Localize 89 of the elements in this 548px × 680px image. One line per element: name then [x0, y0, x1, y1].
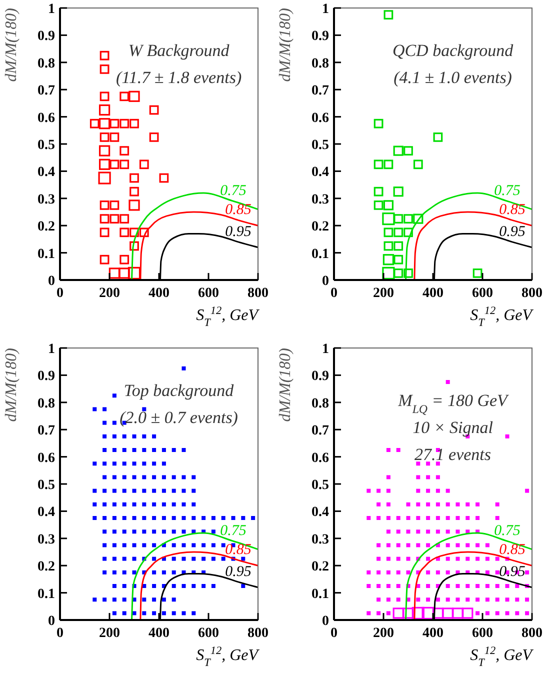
x-tick-label: 800 [522, 626, 542, 641]
annotation: M$_{LQ}$ = 180 GeV [397, 391, 510, 416]
x-tick-label: 400 [422, 626, 444, 641]
series-label: 0.95 [225, 564, 252, 580]
x-tick-label: 200 [373, 286, 394, 301]
y-tick-label: 0.1 [38, 586, 55, 602]
annotation: (2.0 ± 0.7 events) [120, 408, 238, 427]
annotation: 27.1 events [414, 445, 492, 464]
series-label: 0.85 [499, 542, 526, 558]
y-tick-label: 0.1 [38, 246, 55, 262]
y-axis-title: dM/M(180) [277, 8, 294, 82]
y-tick-label: 0.8 [38, 56, 55, 72]
y-tick-label: 0.3 [312, 192, 329, 208]
y-tick-label: 0.7 [312, 84, 329, 99]
y-tick-label: 0.1 [312, 586, 329, 602]
x-tick-label: 400 [148, 626, 170, 641]
y-tick-label: 1 [48, 2, 55, 17]
y-tick-label: 0.9 [312, 29, 329, 44]
y-tick-label: 0 [322, 274, 329, 289]
y-tick-label: 0.1 [312, 246, 329, 262]
x-axis-title: S$_{T}$$^{12}$, GeV [196, 645, 260, 669]
y-tick-label: 0 [322, 614, 329, 629]
y-tick-label: 0.9 [312, 369, 329, 384]
y-tick-label: 0.2 [38, 560, 55, 575]
series-label: 0.85 [225, 202, 252, 218]
x-tick-label: 200 [99, 626, 120, 641]
x-tick-label: 600 [472, 286, 493, 301]
series-label: 0.75 [220, 523, 247, 540]
y-tick-label: 0.4 [38, 505, 55, 520]
y-tick-label: 0.7 [38, 424, 55, 439]
y-tick-label: 0.7 [38, 84, 55, 99]
y-axis-title: dM/M(180) [277, 348, 294, 422]
x-tick-label: 800 [248, 626, 268, 641]
y-axis-title: dM/M(180) [3, 348, 20, 422]
y-tick-label: 0.8 [312, 56, 329, 72]
y-tick-label: 0.3 [312, 532, 329, 548]
y-tick-label: 0.6 [38, 450, 55, 466]
y-tick-label: 0.7 [312, 424, 329, 439]
y-tick-label: 0 [48, 614, 55, 629]
y-tick-label: 0.4 [312, 505, 329, 520]
series-label: 0.95 [499, 224, 526, 240]
annotation: QCD background [392, 41, 514, 60]
series-label: 0.95 [225, 224, 252, 240]
x-tick-label: 600 [472, 626, 493, 641]
annotation: (4.1 ± 1.0 events) [394, 68, 512, 87]
y-tick-label: 0.9 [38, 369, 55, 384]
y-tick-label: 0 [48, 274, 55, 289]
y-tick-label: 0.5 [38, 138, 55, 153]
y-tick-label: 0.8 [38, 396, 55, 412]
series-label: 0.95 [499, 564, 526, 580]
x-axis-title: S$_{T}$$^{12}$, GeV [470, 305, 534, 329]
y-tick-label: 0.2 [312, 220, 329, 235]
x-tick-label: 800 [248, 286, 268, 301]
x-tick-label: 400 [148, 286, 170, 301]
y-tick-label: 0.9 [38, 29, 55, 44]
x-tick-label: 200 [99, 286, 120, 301]
annotation: (11.7 ± 1.8 events) [116, 68, 242, 87]
y-tick-label: 0.5 [312, 478, 329, 493]
series-label: 0.85 [225, 542, 252, 558]
y-tick-label: 0.8 [312, 396, 329, 412]
x-axis-title: S$_{T}$$^{12}$, GeV [470, 645, 534, 669]
x-tick-label: 600 [198, 286, 219, 301]
x-tick-label: 800 [522, 286, 542, 301]
y-tick-label: 0.6 [312, 450, 329, 466]
x-axis-title: S$_{T}$$^{12}$, GeV [196, 305, 260, 329]
series-label: 0.75 [494, 523, 521, 540]
y-tick-label: 0.3 [38, 532, 55, 548]
series-label: 0.85 [499, 202, 526, 218]
y-tick-label: 1 [322, 342, 329, 357]
annotation: 10 × Signal [412, 418, 494, 437]
annotation: Top background [124, 381, 234, 400]
y-tick-label: 0.4 [38, 165, 55, 180]
x-tick-label: 400 [422, 286, 444, 301]
y-tick-label: 0.5 [38, 478, 55, 493]
y-tick-label: 0.6 [312, 110, 329, 126]
y-tick-label: 0.3 [38, 192, 55, 208]
x-tick-label: 600 [198, 626, 219, 641]
y-axis-title: dM/M(180) [3, 8, 20, 82]
x-tick-label: 200 [373, 626, 394, 641]
y-tick-label: 0.5 [312, 138, 329, 153]
y-tick-label: 0.6 [38, 110, 55, 126]
series-label: 0.75 [220, 183, 247, 200]
y-tick-label: 1 [48, 342, 55, 357]
y-tick-label: 0.2 [312, 560, 329, 575]
y-tick-label: 0.4 [312, 165, 329, 180]
series-label: 0.75 [494, 183, 521, 200]
annotation: W Background [128, 41, 230, 60]
y-tick-label: 0.2 [38, 220, 55, 235]
y-tick-label: 1 [322, 2, 329, 17]
